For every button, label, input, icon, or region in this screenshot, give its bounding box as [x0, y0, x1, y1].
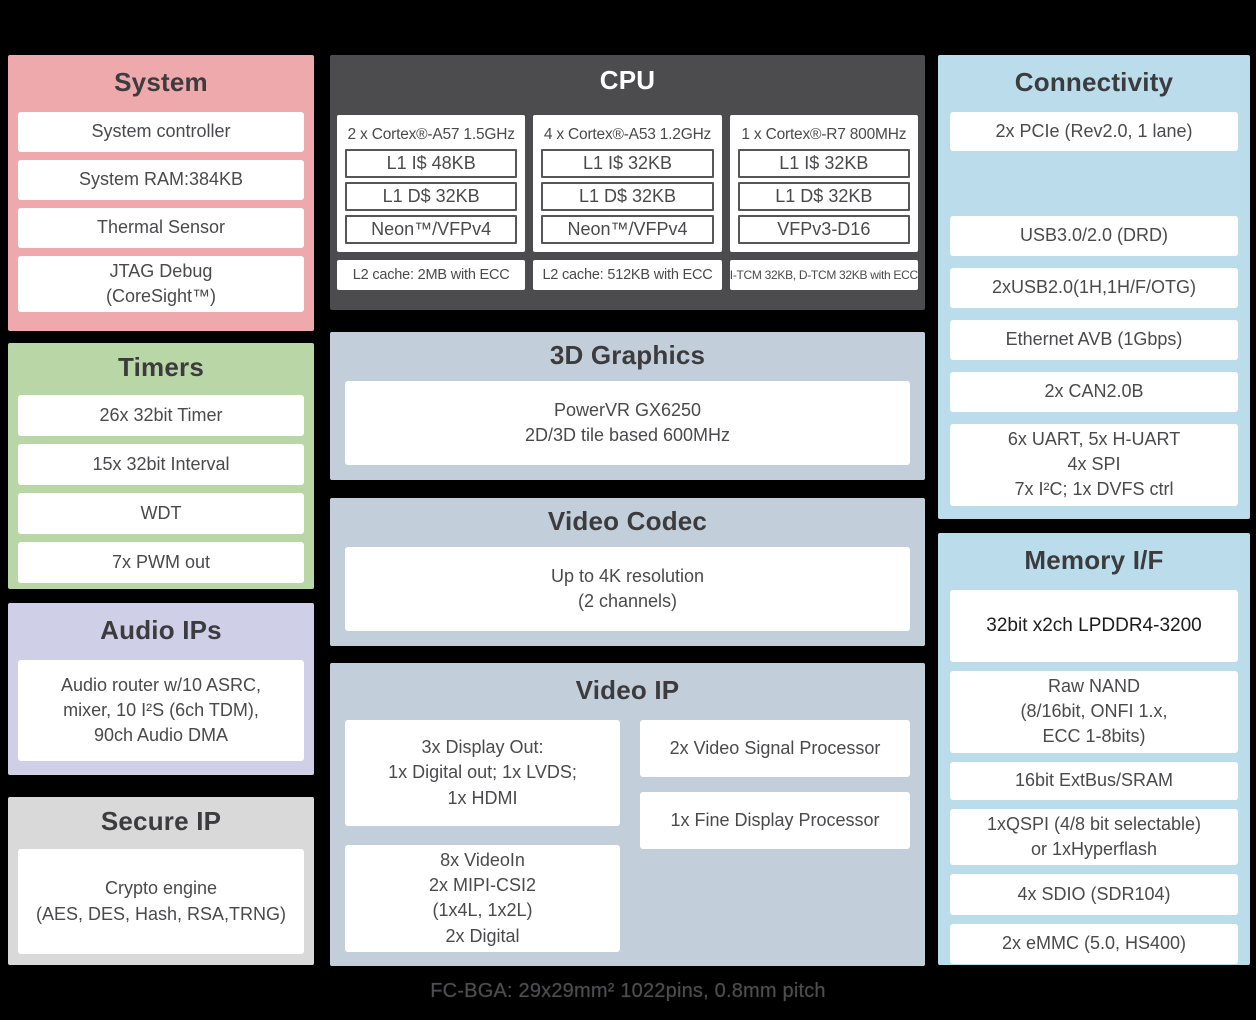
system-title: System: [114, 67, 208, 97]
cpu-cluster-units: L1 I$ 32KB L1 D$ 32KB Neon™/VFPv4: [541, 149, 714, 244]
video-codec-item: Up to 4K resolution (2 channels): [345, 547, 910, 631]
video-codec-title: Video Codec: [547, 506, 708, 536]
connectivity-items: 2x PCIe (Rev2.0, 1 lane) USB3.0/2.0 (DRD…: [938, 112, 1250, 506]
audio-ips-block: Audio IPs Audio router w/10 ASRC, mixer,…: [8, 603, 314, 775]
cpu-cluster-r7: 1 x Cortex®-R7 800MHz L1 I$ 32KB L1 D$ 3…: [729, 115, 918, 252]
system-item: Thermal Sensor: [18, 208, 304, 248]
memory-if-block: Memory I/F 32bit x2ch LPDDR4-3200 Raw NA…: [938, 533, 1250, 965]
memory-if-item: 16bit ExtBus/SRAM: [950, 761, 1238, 800]
timers-item: 26x 32bit Timer: [18, 395, 304, 436]
cpu-clusters-row: 2 x Cortex®-A57 1.5GHz L1 I$ 48KB L1 D$ …: [330, 115, 925, 252]
connectivity-item: 2x CAN2.0B: [950, 372, 1238, 412]
connectivity-title: Connectivity: [1014, 67, 1174, 97]
video-ip-right-column: 2x Video Signal Processor 1x Fine Displa…: [640, 720, 910, 849]
video-ip-item: 2x Video Signal Processor: [640, 720, 910, 777]
audio-ips-items: Audio router w/10 ASRC, mixer, 10 I²S (6…: [8, 660, 314, 761]
cpu-fpu-unit: Neon™/VFPv4: [541, 215, 714, 244]
video-ip-item: 8x VideoIn 2x MIPI-CSI2 (1x4L, 1x2L) 2x …: [345, 845, 620, 952]
secure-ip-block: Secure IP Crypto engine (AES, DES, Hash,…: [8, 797, 314, 965]
cpu-l2-row: L2 cache: 2MB with ECC L2 cache: 512KB w…: [330, 260, 925, 290]
system-item: JTAG Debug (CoreSight™): [18, 256, 304, 313]
video-ip-block: Video IP 3x Display Out: 1x Digital out;…: [330, 663, 925, 966]
cpu-l2-cache: L2 cache: 2MB with ECC: [337, 260, 526, 290]
cpu-cache-unit: L1 D$ 32KB: [345, 182, 518, 211]
connectivity-spacer: [950, 163, 1238, 204]
system-item: System RAM:384KB: [18, 160, 304, 200]
connectivity-item: USB3.0/2.0 (DRD): [950, 216, 1238, 256]
cpu-tcm-cache: I-TCM 32KB, D-TCM 32KB with ECC: [729, 260, 918, 290]
graphics-3d-block: 3D Graphics PowerVR GX6250 2D/3D tile ba…: [330, 332, 925, 480]
system-items: System controller System RAM:384KB Therm…: [8, 112, 314, 313]
cpu-l2-cache: L2 cache: 512KB with ECC: [533, 260, 722, 290]
memory-if-item: Raw NAND (8/16bit, ONFI 1.x, ECC 1-8bits…: [950, 671, 1238, 753]
memory-if-items: 32bit x2ch LPDDR4-3200 Raw NAND (8/16bit…: [938, 590, 1250, 964]
memory-if-item: 2x eMMC (5.0, HS400): [950, 923, 1238, 964]
timers-item: WDT: [18, 493, 304, 534]
audio-ips-item: Audio router w/10 ASRC, mixer, 10 I²S (6…: [18, 660, 304, 761]
memory-if-title: Memory I/F: [1024, 545, 1164, 575]
connectivity-block: Connectivity 2x PCIe (Rev2.0, 1 lane) US…: [938, 55, 1250, 519]
memory-if-item: 4x SDIO (SDR104): [950, 873, 1238, 915]
cpu-title: CPU: [599, 65, 656, 95]
cpu-cluster-name: 1 x Cortex®-R7 800MHz: [741, 126, 907, 143]
timers-item: 7x PWM out: [18, 542, 304, 583]
graphics-3d-title: 3D Graphics: [549, 340, 706, 370]
cpu-cluster-units: L1 I$ 48KB L1 D$ 32KB Neon™/VFPv4: [345, 149, 518, 244]
cpu-cluster-units: L1 I$ 32KB L1 D$ 32KB VFPv3-D16: [737, 149, 910, 244]
system-block: System System controller System RAM:384K…: [8, 55, 314, 331]
cpu-cluster-name: 2 x Cortex®-A57 1.5GHz: [347, 126, 515, 143]
secure-ip-item: Crypto engine (AES, DES, Hash, RSA,TRNG): [18, 849, 304, 954]
graphics-3d-item: PowerVR GX6250 2D/3D tile based 600MHz: [345, 381, 910, 465]
cpu-cluster-a53: 4 x Cortex®-A53 1.2GHz L1 I$ 32KB L1 D$ …: [533, 115, 722, 252]
connectivity-item: Ethernet AVB (1Gbps): [950, 320, 1238, 360]
memory-if-item-lpddr4: 32bit x2ch LPDDR4-3200: [950, 590, 1238, 662]
cpu-cache-unit: L1 I$ 32KB: [737, 149, 910, 178]
video-codec-block: Video Codec Up to 4K resolution (2 chann…: [330, 498, 925, 646]
video-ip-title: Video IP: [575, 675, 680, 705]
video-ip-item: 1x Fine Display Processor: [640, 792, 910, 849]
package-caption: FC-BGA: 29x29mm² 1022pins, 0.8mm pitch: [430, 980, 826, 1002]
cpu-block: CPU 2 x Cortex®-A57 1.5GHz L1 I$ 48KB L1…: [330, 55, 925, 310]
timers-item: 15x 32bit Interval: [18, 444, 304, 485]
video-ip-columns: 3x Display Out: 1x Digital out; 1x LVDS;…: [330, 720, 925, 952]
cpu-cluster-a57: 2 x Cortex®-A57 1.5GHz L1 I$ 48KB L1 D$ …: [337, 115, 526, 252]
cpu-fpu-unit: Neon™/VFPv4: [345, 215, 518, 244]
cpu-cache-unit: L1 D$ 32KB: [737, 182, 910, 211]
graphics-3d-items: PowerVR GX6250 2D/3D tile based 600MHz: [330, 381, 925, 465]
timers-items: 26x 32bit Timer 15x 32bit Interval WDT 7…: [8, 395, 314, 583]
timers-title: Timers: [118, 352, 204, 382]
connectivity-item: 2xUSB2.0(1H,1H/F/OTG): [950, 268, 1238, 308]
video-ip-left-column: 3x Display Out: 1x Digital out; 1x LVDS;…: [345, 720, 620, 952]
audio-ips-title: Audio IPs: [100, 615, 222, 645]
cpu-fpu-unit: VFPv3-D16: [737, 215, 910, 244]
secure-ip-items: Crypto engine (AES, DES, Hash, RSA,TRNG): [8, 849, 314, 954]
connectivity-item: 2x PCIe (Rev2.0, 1 lane): [950, 112, 1238, 151]
cpu-cache-unit: L1 I$ 32KB: [541, 149, 714, 178]
video-codec-items: Up to 4K resolution (2 channels): [330, 547, 925, 631]
cpu-cache-unit: L1 D$ 32KB: [541, 182, 714, 211]
cpu-cluster-name: 4 x Cortex®-A53 1.2GHz: [543, 126, 712, 143]
video-ip-item: 3x Display Out: 1x Digital out; 1x LVDS;…: [345, 720, 620, 826]
timers-block: Timers 26x 32bit Timer 15x 32bit Interva…: [8, 343, 314, 589]
system-item: System controller: [18, 112, 304, 152]
cpu-cache-unit: L1 I$ 48KB: [345, 149, 518, 178]
secure-ip-title: Secure IP: [100, 806, 222, 836]
connectivity-item: 6x UART, 5x H-UART 4x SPI 7x I²C; 1x DVF…: [950, 424, 1238, 506]
memory-if-item: 1xQSPI (4/8 bit selectable) or 1xHyperfl…: [950, 808, 1238, 865]
